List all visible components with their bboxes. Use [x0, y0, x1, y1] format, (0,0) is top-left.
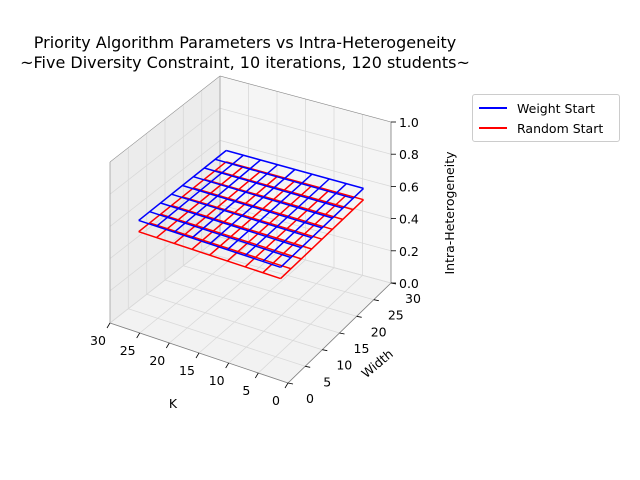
wire-width-weight-start	[226, 149, 364, 190]
wire-width-weight-start	[193, 175, 333, 219]
gridline-z-left-wall	[109, 140, 221, 227]
wire-width-random-start	[214, 169, 354, 211]
legend-label-weight-start: Weight Start	[517, 100, 596, 116]
gridline-z-right-wall	[219, 140, 392, 187]
tick-mark-k	[136, 332, 141, 339]
axis-title-z: Intra-Heterogeneity	[442, 151, 457, 275]
gridline-z-right-wall	[219, 204, 392, 252]
tick-label-k: 10	[209, 373, 225, 388]
tick-label-k: 30	[90, 333, 106, 348]
wire-k-random-start	[138, 161, 227, 233]
tick-mark-k	[225, 362, 230, 369]
tick-mark-width	[373, 299, 379, 302]
surface-weight-start	[138, 149, 365, 269]
tick-mark-k	[195, 352, 200, 359]
wire-width-random-start	[182, 196, 323, 240]
legend-item-weight-start: Weight Start	[473, 98, 619, 118]
wire-k-weight-start	[156, 154, 244, 227]
tick-label-width: 10	[336, 358, 352, 373]
wire-width-weight-start	[204, 167, 344, 209]
wire-width-random-start	[193, 187, 333, 231]
axis-title-k: K	[169, 396, 178, 411]
wire-k-weight-start	[138, 149, 227, 221]
gridline-y-floor	[146, 293, 323, 351]
gridline-z-right-wall	[219, 107, 392, 155]
tick-mark-k	[284, 382, 289, 389]
chart-title: Priority Algorithm Parameters vs Intra-H…	[0, 33, 490, 73]
tick-label-width: 30	[405, 291, 421, 306]
tick-mark-width	[356, 315, 362, 318]
wire-k-random-start	[173, 170, 261, 244]
tick-label-width: 5	[323, 374, 331, 389]
pane-edge	[109, 75, 221, 163]
legend-item-random-start: Random Start	[473, 118, 619, 138]
wire-width-random-start	[204, 178, 344, 221]
legend-swatch-random-start	[479, 127, 507, 129]
tick-label-z: 0.8	[399, 147, 419, 162]
tick-label-width: 20	[371, 324, 387, 339]
gridline-z-right-wall	[219, 236, 392, 284]
gridline-y-floor	[164, 279, 340, 334]
tick-label-width: 0	[306, 391, 314, 406]
wire-k-weight-start	[191, 164, 279, 239]
wire-k-random-start	[191, 175, 279, 250]
pane-edge	[219, 75, 392, 123]
wire-width-weight-start	[138, 219, 281, 269]
legend: Weight Start Random Start	[472, 94, 620, 142]
tick-mark-width	[305, 365, 311, 368]
gridline-y-floor	[183, 265, 357, 317]
wire-width-random-start	[138, 230, 281, 280]
wire-width-weight-start	[182, 184, 323, 229]
tick-label-k: 25	[120, 343, 136, 358]
tick-label-z: 0.4	[399, 212, 419, 227]
tick-label-k: 0	[272, 393, 280, 408]
tick-label-k: 15	[179, 363, 195, 378]
wire-width-weight-start	[214, 158, 354, 200]
tick-mark-k	[254, 372, 259, 379]
tick-mark-width	[339, 332, 345, 335]
tick-label-z: 0.0	[399, 276, 419, 291]
tick-label-z: 1.0	[399, 115, 419, 130]
tick-label-z: 0.2	[399, 244, 419, 259]
tick-label-k: 20	[149, 353, 165, 368]
tick-label-width: 25	[388, 308, 404, 323]
tick-labels: 0510152025300510152025300.00.20.40.60.81…	[90, 115, 421, 408]
wire-k-weight-start	[173, 159, 261, 233]
gridline-z-left-wall	[109, 236, 221, 324]
gridline-y-floor	[128, 308, 306, 367]
tick-mark-k	[165, 342, 170, 349]
tick-label-k: 5	[242, 383, 250, 398]
tick-label-z: 0.6	[399, 179, 419, 194]
legend-label-random-start: Random Start	[517, 120, 604, 136]
tick-mark-k	[106, 322, 111, 329]
tick-mark-width	[322, 349, 328, 352]
gridline-y-floor	[201, 250, 374, 301]
chart-title-line-2: ~Five Diversity Constraint, 10 iteration…	[20, 53, 470, 72]
tick-mark-width	[287, 382, 294, 385]
chart-title-line-1: Priority Algorithm Parameters vs Intra-H…	[33, 33, 457, 52]
tick-label-width: 15	[354, 341, 370, 356]
gridline-z-left-wall	[109, 204, 221, 292]
gridline-z-left-wall	[109, 107, 221, 195]
wire-k-random-start	[156, 165, 244, 239]
legend-swatch-weight-start	[479, 107, 507, 109]
surface-random-start	[138, 161, 365, 280]
